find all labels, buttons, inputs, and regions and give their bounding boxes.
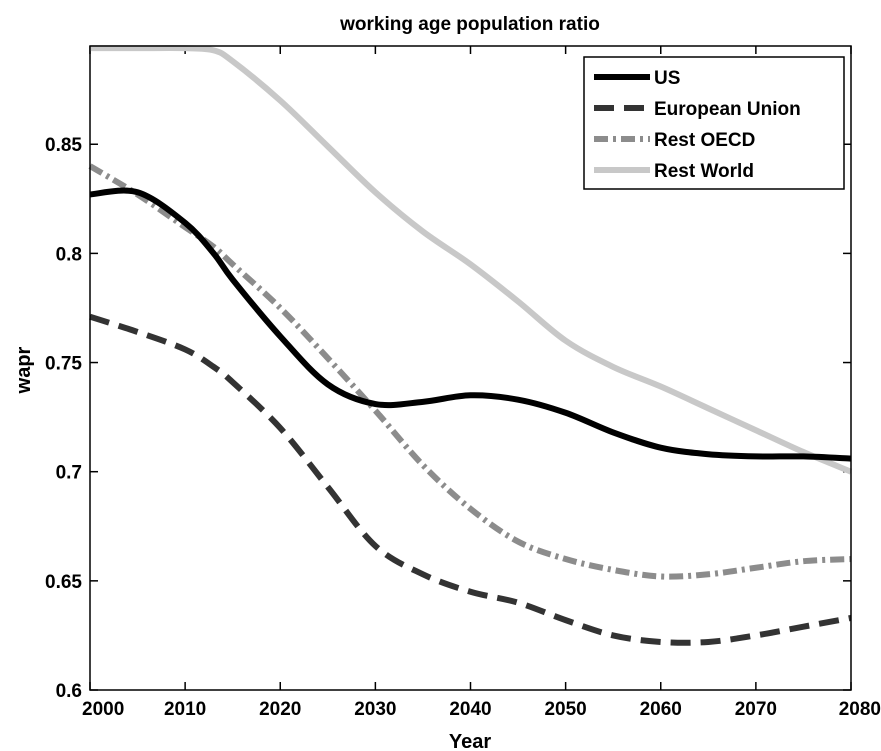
axis-ticks-group: 2000 2010 2020 2030 2040 2050 2060 2070 2080 0.6 0…	[45, 46, 881, 720]
series-lines-group	[88, 45, 853, 646]
y-tick-label: 0.75	[45, 354, 82, 375]
y-tick-label: 0.6	[56, 681, 82, 702]
x-tick-label: 2020	[259, 699, 301, 720]
x-tick-label: 2030	[354, 699, 396, 720]
x-tick-label: 2070	[735, 699, 777, 720]
y-tick-label: 0.7	[56, 463, 82, 484]
legend: US European Union Rest OECD Rest World	[583, 56, 845, 190]
x-axis-label: Year	[449, 731, 491, 751]
legend-label: US	[654, 68, 680, 89]
legend-label: European Union	[654, 99, 801, 120]
chart-title: working age population ratio	[339, 14, 600, 35]
x-tick-label: 2060	[640, 699, 682, 720]
plot-area-frame	[89, 45, 852, 691]
series-line-rest-world	[89, 45, 853, 475]
y-tick-label: 0.85	[45, 135, 82, 156]
x-tick-label: 2000	[82, 699, 124, 720]
x-tick-label: 2040	[449, 699, 491, 720]
y-tick-label: 0.8	[56, 244, 82, 265]
legend-label: Rest OECD	[654, 130, 755, 151]
series-line-rest-oecd	[88, 163, 852, 580]
series-line-us	[89, 187, 852, 462]
y-axis-label: wapr	[13, 346, 35, 394]
legend-label: Rest World	[654, 161, 754, 182]
y-tick-label: 0.65	[45, 572, 82, 593]
x-tick-label: 2010	[164, 699, 206, 720]
series-line-european-union	[89, 313, 852, 646]
x-tick-label: 2050	[544, 699, 586, 720]
x-tick-label: 2080	[839, 699, 881, 720]
